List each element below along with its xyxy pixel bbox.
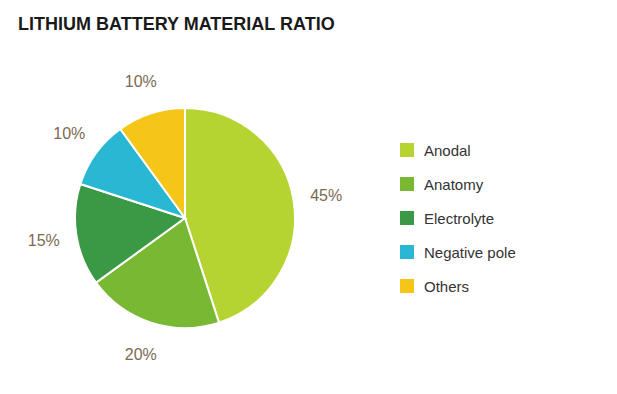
legend-label: Others: [424, 278, 469, 295]
legend-item: Others: [400, 278, 469, 295]
legend-swatch: [400, 211, 414, 225]
pie-slice: [120, 108, 185, 218]
legend-label: Electrolyte: [424, 210, 494, 227]
legend-label: Anatomy: [424, 176, 484, 193]
legend-swatch: [400, 177, 414, 191]
legend-item: Negative pole: [400, 244, 516, 261]
legend-item: Anatomy: [400, 176, 484, 193]
pie: [75, 108, 295, 328]
legend-item: Anodal: [400, 142, 471, 159]
legend-item: Electrolyte: [400, 210, 494, 227]
chart-title: LITHIUM BATTERY MATERIAL RATIO: [18, 14, 335, 34]
legend-swatch: [400, 279, 414, 293]
legend-swatch: [400, 245, 414, 259]
legend-label: Negative pole: [424, 244, 516, 261]
chart-container: LITHIUM BATTERY MATERIAL RATIO 45% 20% 15% 1…: [0, 0, 617, 394]
legend-swatch: [400, 143, 414, 157]
data-label: 10%: [125, 73, 157, 90]
data-labels: 45% 20% 15% 10% 10%: [28, 73, 343, 362]
data-label: 20%: [125, 346, 157, 363]
legend-label: Anodal: [424, 142, 471, 159]
legend: Anodal Anatomy Electrolyte Negative pole Oth…: [400, 142, 516, 295]
data-label: 10%: [53, 125, 85, 142]
data-label: 15%: [28, 232, 60, 249]
chart-svg: LITHIUM BATTERY MATERIAL RATIO 45% 20% 15% 1…: [0, 0, 617, 394]
data-label: 45%: [310, 187, 342, 204]
